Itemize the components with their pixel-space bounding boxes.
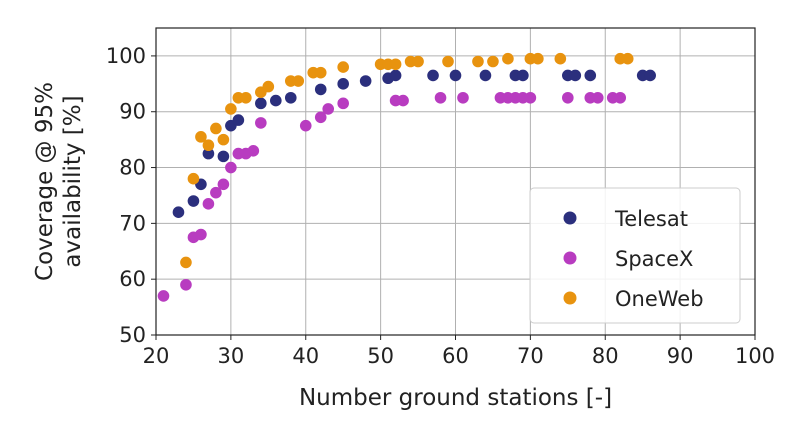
y-tick-label: 80	[119, 156, 146, 180]
oneweb-point	[389, 58, 402, 71]
telesat-point	[255, 97, 267, 110]
telesat-point	[359, 75, 372, 87]
telesat-point	[427, 69, 439, 82]
legend-label-spacex: SpaceX	[615, 247, 693, 271]
oneweb-point	[412, 55, 424, 68]
spacex-point	[195, 228, 207, 241]
x-tick-label: 60	[442, 344, 469, 368]
oneweb-point	[202, 139, 215, 152]
y-tick-label: 50	[119, 323, 146, 347]
x-tick-label: 90	[667, 344, 694, 368]
spacex-point	[210, 186, 222, 199]
telesat-point	[337, 78, 349, 90]
spacex-point	[337, 97, 349, 110]
oneweb-point	[180, 256, 192, 269]
spacex-point	[322, 103, 335, 115]
telesat-point	[187, 195, 200, 207]
x-tick-label: 40	[292, 344, 319, 368]
x-tick-label: 30	[218, 344, 245, 368]
spacex-point	[314, 111, 327, 124]
spacex-point	[614, 91, 627, 104]
y-axis-label-line1: Coverage @ 95%	[32, 82, 58, 281]
oneweb-point	[225, 103, 237, 115]
telesat-point	[270, 94, 282, 107]
spacex-point	[225, 161, 237, 174]
telesat-point	[449, 69, 462, 82]
telesat-point	[644, 69, 656, 82]
y-tick-label: 90	[119, 100, 146, 124]
spacex-point	[457, 91, 469, 104]
spacex-point	[217, 178, 230, 191]
telesat-point	[517, 69, 529, 82]
telesat-point	[284, 91, 297, 104]
oneweb-point	[442, 55, 454, 68]
legend-label-telesat: Telesat	[614, 207, 688, 231]
x-tick-label: 80	[592, 344, 619, 368]
oneweb-point	[217, 133, 230, 146]
spacex-point	[157, 290, 170, 302]
spacex-point	[255, 117, 267, 129]
oneweb-point	[532, 52, 544, 65]
x-tick-label: 50	[367, 344, 394, 368]
oneweb-point	[210, 122, 222, 135]
legend-marker-oneweb	[563, 291, 577, 305]
oneweb-point	[195, 131, 207, 143]
spacex-point	[202, 198, 215, 210]
spacex-point	[562, 91, 574, 104]
telesat-point	[389, 69, 402, 82]
data-points	[157, 52, 656, 302]
spacex-point	[591, 91, 604, 104]
oneweb-point	[187, 172, 200, 185]
oneweb-point	[472, 55, 484, 68]
oneweb-point	[554, 52, 567, 65]
y-tick-label: 60	[119, 267, 146, 291]
spacex-point	[247, 145, 260, 157]
telesat-point	[584, 69, 597, 82]
x-tick-label: 70	[517, 344, 544, 368]
legend-label-oneweb: OneWeb	[615, 287, 704, 311]
legend: Telesat SpaceX OneWeb	[529, 187, 741, 324]
oneweb-point	[621, 52, 634, 65]
oneweb-point	[292, 75, 305, 87]
oneweb-point	[240, 91, 252, 104]
x-axis-label: Number ground stations [-]	[299, 385, 612, 411]
oneweb-point	[337, 61, 349, 73]
x-tick-label: 100	[735, 344, 775, 368]
axis-ticks: 20 30 40 50 60 70 80 90 100 50 60 70 80 90 100	[106, 44, 775, 368]
oneweb-point	[262, 80, 275, 93]
spacex-point	[524, 91, 537, 104]
y-tick-label: 70	[119, 211, 146, 235]
telesat-point	[479, 69, 492, 82]
oneweb-point	[502, 52, 514, 65]
telesat-point	[217, 150, 230, 163]
spacex-point	[397, 94, 409, 107]
legend-marker-spacex	[563, 251, 577, 265]
oneweb-point	[314, 66, 327, 79]
legend-marker-telesat	[563, 211, 577, 225]
y-axis-label-line2: availability [%]	[60, 95, 86, 267]
legend-box	[529, 187, 741, 324]
telesat-point	[172, 206, 185, 218]
x-tick-label: 20	[143, 344, 170, 368]
telesat-point	[569, 69, 582, 82]
spacex-point	[434, 91, 447, 104]
telesat-point	[314, 83, 327, 96]
spacex-point	[299, 119, 312, 132]
spacex-point	[180, 278, 192, 291]
y-tick-label: 100	[106, 44, 146, 68]
oneweb-point	[487, 55, 499, 68]
telesat-point	[232, 114, 245, 126]
telesat-point	[202, 147, 215, 160]
